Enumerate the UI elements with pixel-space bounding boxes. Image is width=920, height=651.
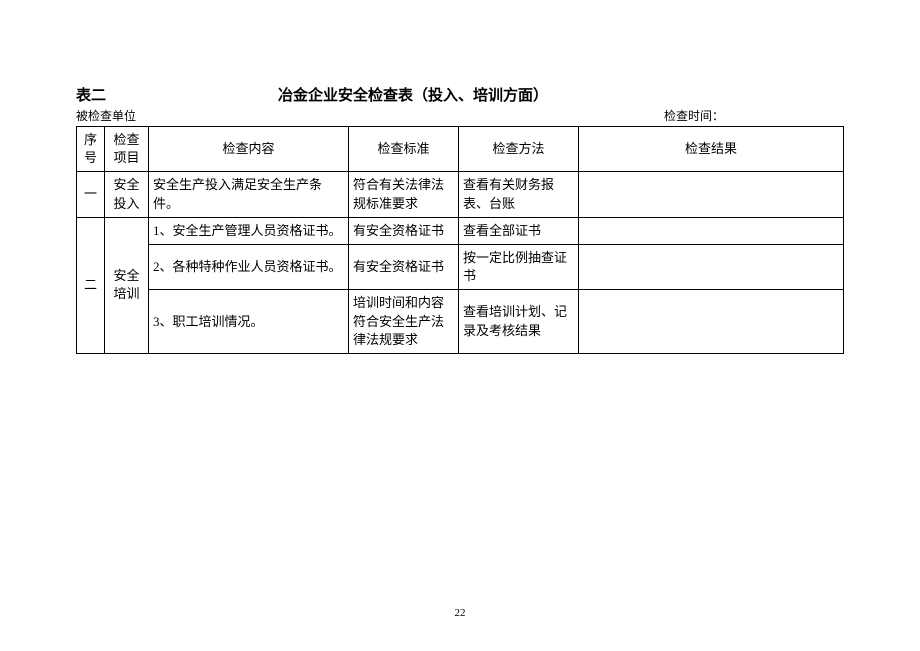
cell-content: 1、安全生产管理人员资格证书。: [149, 217, 349, 244]
cell-standard: 符合有关法律法规标准要求: [349, 172, 459, 217]
page-title: 冶金企业安全检查表（投入、培训方面）: [278, 84, 548, 105]
table-row: 二 安全培训 1、安全生产管理人员资格证书。 有安全资格证书 查看全部证书: [77, 217, 844, 244]
cell-content: 安全生产投入满足安全生产条件。: [149, 172, 349, 217]
col-header-item: 检查项目: [105, 127, 149, 172]
col-header-result: 检查结果: [579, 127, 844, 172]
table-row: 2、各种特种作业人员资格证书。 有安全资格证书 按一定比例抽查证书: [77, 244, 844, 289]
cell-result: [579, 290, 844, 354]
cell-content: 3、职工培训情况。: [149, 290, 349, 354]
col-header-seq: 序号: [77, 127, 105, 172]
cell-standard: 有安全资格证书: [349, 217, 459, 244]
table-header-row: 序号 检查项目 检查内容 检查标准 检查方法 检查结果: [77, 127, 844, 172]
col-header-method: 检查方法: [459, 127, 579, 172]
cell-method: 查看全部证书: [459, 217, 579, 244]
cell-content: 2、各种特种作业人员资格证书。: [149, 244, 349, 289]
cell-standard: 有安全资格证书: [349, 244, 459, 289]
cell-item: 安全投入: [105, 172, 149, 217]
meta-row: 被检查单位 检查时间：: [76, 107, 844, 124]
cell-standard: 培训时间和内容符合安全生产法律法规要求: [349, 290, 459, 354]
header-row: 表二 冶金企业安全检查表（投入、培训方面）: [76, 84, 844, 105]
cell-result: [579, 217, 844, 244]
inspect-time-label: 检查时间：: [664, 107, 844, 124]
col-header-content: 检查内容: [149, 127, 349, 172]
page-content: 表二 冶金企业安全检查表（投入、培训方面） 被检查单位 检查时间： 序号 检查项…: [0, 0, 920, 354]
cell-item: 安全培训: [105, 217, 149, 353]
cell-result: [579, 172, 844, 217]
table-row: 一 安全投入 安全生产投入满足安全生产条件。 符合有关法律法规标准要求 查看有关…: [77, 172, 844, 217]
cell-method: 查看有关财务报表、台账: [459, 172, 579, 217]
check-table: 序号 检查项目 检查内容 检查标准 检查方法 检查结果 一 安全投入 安全生产投…: [76, 126, 844, 354]
cell-method: 按一定比例抽查证书: [459, 244, 579, 289]
table-row: 3、职工培训情况。 培训时间和内容符合安全生产法律法规要求 查看培训计划、记录及…: [77, 290, 844, 354]
inspected-unit-label: 被检查单位: [76, 107, 136, 124]
cell-seq: 二: [77, 217, 105, 353]
page-number: 22: [0, 607, 920, 619]
table-label: 表二: [76, 84, 106, 105]
cell-result: [579, 244, 844, 289]
cell-seq: 一: [77, 172, 105, 217]
col-header-standard: 检查标准: [349, 127, 459, 172]
cell-method: 查看培训计划、记录及考核结果: [459, 290, 579, 354]
